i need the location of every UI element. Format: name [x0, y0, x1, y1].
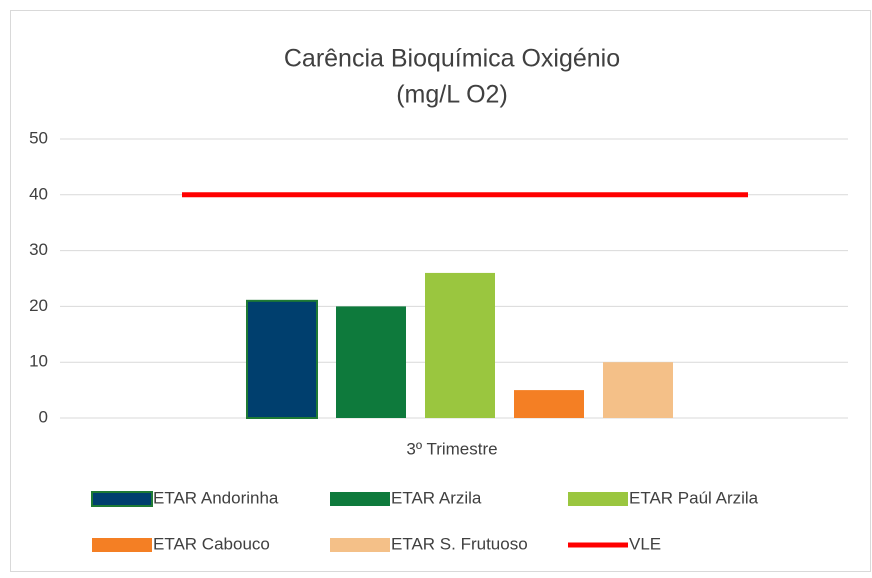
legend-swatch [91, 491, 153, 507]
bar [603, 362, 673, 418]
legend-label: ETAR S. Frutuoso [391, 534, 528, 553]
legend-label: ETAR Paúl Arzila [629, 488, 759, 507]
bar [514, 390, 584, 418]
chart-title: (mg/L O2) [396, 81, 508, 109]
legend-label: ETAR Arzila [391, 488, 482, 507]
legend-swatch [568, 492, 628, 506]
y-tick-label: 20 [29, 296, 48, 315]
bar [425, 272, 495, 418]
y-tick-label: 40 [29, 184, 48, 203]
legend-label: ETAR Cabouco [153, 534, 270, 553]
legend-swatch [330, 538, 390, 552]
legend-swatch [330, 492, 390, 506]
y-tick-label: 50 [29, 128, 48, 147]
y-tick-label: 0 [39, 407, 48, 426]
legend-swatch [92, 538, 152, 552]
x-tick-label: 3º Trimestre [406, 439, 497, 458]
y-tick-label: 10 [29, 352, 48, 371]
chart-title: Carência Bioquímica Oxigénio [284, 45, 620, 73]
legend-label: VLE [629, 534, 661, 553]
bar [336, 306, 406, 418]
legend-label: ETAR Andorinha [153, 488, 279, 507]
y-tick-label: 30 [29, 240, 48, 259]
bar [246, 299, 318, 420]
